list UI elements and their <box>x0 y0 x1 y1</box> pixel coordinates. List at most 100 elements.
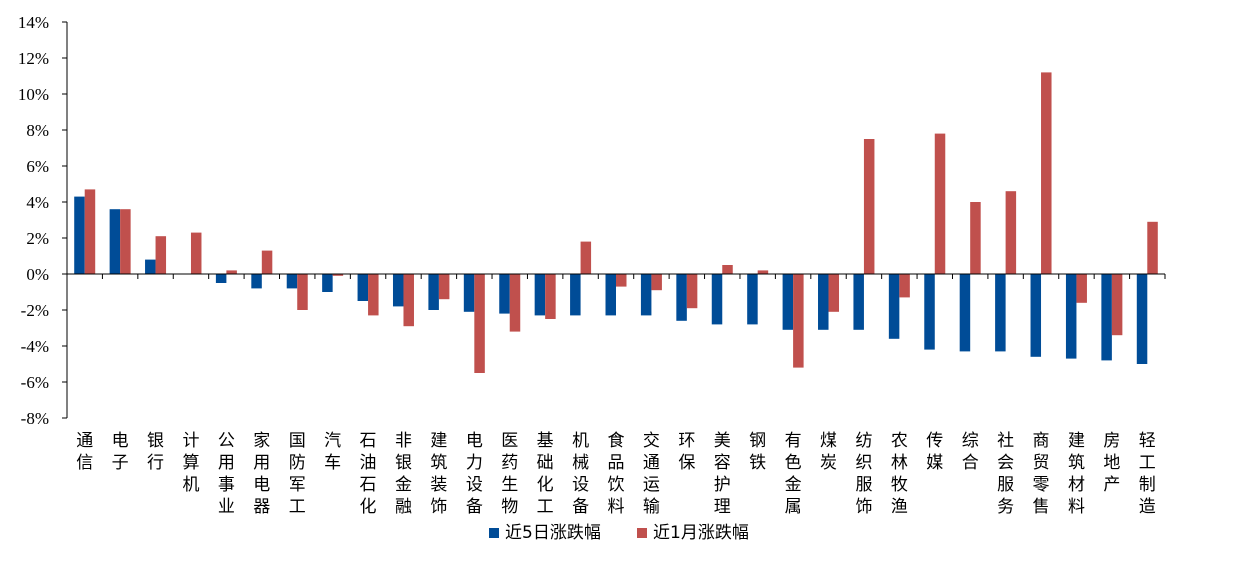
legend-swatch <box>637 528 647 538</box>
y-tick-label: -6% <box>21 373 49 392</box>
category-label: 国防军工 <box>289 431 306 517</box>
bar-series-5d <box>463 274 475 312</box>
bar-series-5d <box>74 196 85 274</box>
category-label: 商贸零售 <box>1033 431 1050 517</box>
bar-series-5d <box>534 274 546 316</box>
bar-series-1m <box>403 274 414 327</box>
category-label: 建筑装饰 <box>430 431 447 517</box>
y-tick-label: 12% <box>18 49 49 68</box>
category-label: 机械设备 <box>572 431 589 517</box>
bar-series-5d <box>145 259 156 274</box>
category-label: 纺织服饰 <box>855 431 872 517</box>
x-axis <box>66 273 1166 279</box>
bar-series-1m <box>686 274 698 309</box>
bar-series-1m <box>899 274 910 298</box>
bar-series-1m <box>616 274 627 287</box>
category-label: 房地产 <box>1103 431 1120 495</box>
bar-series-1m <box>757 270 769 274</box>
category-label: 有色金属 <box>785 431 802 517</box>
y-tick-label: -4% <box>21 337 49 356</box>
y-tick-label: 4% <box>26 193 49 212</box>
category-label: 煤炭 <box>820 431 837 473</box>
bar-series-5d <box>640 274 652 316</box>
bar-series-1m <box>120 209 131 274</box>
bar-series-1m <box>1147 221 1158 274</box>
category-label: 医药生物 <box>501 431 518 517</box>
bar-series-5d <box>995 274 1006 352</box>
bar-series-1m <box>863 139 875 274</box>
bar-series-1m <box>438 274 450 300</box>
bar-series-5d <box>428 274 439 310</box>
bar-series-5d <box>605 274 616 316</box>
bar-series-5d <box>1030 274 1042 357</box>
bar-series-1m <box>580 241 592 274</box>
bar-series-1m <box>934 133 946 274</box>
bar-series-1m <box>155 236 167 274</box>
bar-series-5d <box>322 274 333 292</box>
category-label: 环保 <box>678 431 695 473</box>
category-label: 基础化工 <box>537 431 554 517</box>
category-label: 建筑材料 <box>1068 431 1085 517</box>
category-label: 美容护理 <box>714 431 731 517</box>
bar-series-5d <box>1065 274 1077 359</box>
bar-series-1m <box>828 274 840 312</box>
y-tick-label: 14% <box>18 13 49 32</box>
category-label: 非银金融 <box>395 431 412 517</box>
bar-series-1m <box>1005 191 1017 274</box>
bar-series-5d <box>747 274 758 325</box>
bar-series-5d <box>215 274 227 283</box>
bar-series-1m <box>509 274 521 332</box>
bars <box>74 72 1158 373</box>
bar-series-1m <box>261 250 273 274</box>
category-label: 汽车 <box>324 431 341 473</box>
bar-series-5d <box>1136 274 1148 364</box>
y-tick-label: -2% <box>21 301 49 320</box>
bar-series-5d <box>109 209 121 274</box>
y-tick-label: -8% <box>21 409 49 428</box>
bar-series-5d <box>251 274 262 289</box>
y-tick-label: 10% <box>18 85 49 104</box>
bar-series-1m <box>970 202 981 274</box>
bar-series-1m <box>226 270 237 274</box>
bar-series-1m <box>84 189 96 274</box>
legend-swatch <box>489 528 499 538</box>
bar-series-1m <box>793 274 804 368</box>
category-label: 电子 <box>112 431 129 473</box>
category-label: 家用电器 <box>253 431 270 517</box>
bar-series-1m <box>190 232 202 274</box>
bar-series-1m <box>332 274 344 276</box>
bar-series-5d <box>711 274 723 325</box>
category-label: 农林牧渔 <box>891 431 908 517</box>
bar-series-5d <box>499 274 510 314</box>
bar-series-5d <box>676 274 687 321</box>
bar-series-1m <box>1076 274 1087 303</box>
bar-series-1m <box>545 274 556 319</box>
category-label: 公用事业 <box>218 431 235 517</box>
category-label: 石油石化 <box>360 431 377 517</box>
bar-series-5d <box>959 274 971 352</box>
bar-series-5d <box>782 274 794 330</box>
y-tick-label: 8% <box>26 121 49 140</box>
category-label: 传媒 <box>926 431 943 473</box>
bar-series-5d <box>570 274 581 316</box>
bar-series-1m <box>1041 72 1052 275</box>
bar-series-5d <box>357 274 369 301</box>
bar-series-1m <box>651 274 662 291</box>
bar-series-1m <box>722 265 733 274</box>
bar-series-5d <box>392 274 404 307</box>
y-axis: -8% -6% -4% -2% 0% 2% 4% 6% 8% 10% 12% 14% <box>18 13 68 428</box>
legend-label: 近1月涨跌幅 <box>653 523 749 543</box>
bar-series-1m <box>474 274 485 373</box>
category-label: 社会服务 <box>997 431 1014 517</box>
category-label: 食品饮料 <box>608 431 625 517</box>
bar-series-5d <box>1101 274 1112 361</box>
bar-series-1m <box>297 274 308 310</box>
category-label: 轻工制造 <box>1139 431 1156 517</box>
bar-series-5d <box>924 274 935 350</box>
bar-series-5d <box>853 274 864 330</box>
bar-series-5d <box>888 274 900 339</box>
legend-label: 近5日涨跌幅 <box>505 523 601 543</box>
category-label: 钢铁 <box>749 431 766 473</box>
